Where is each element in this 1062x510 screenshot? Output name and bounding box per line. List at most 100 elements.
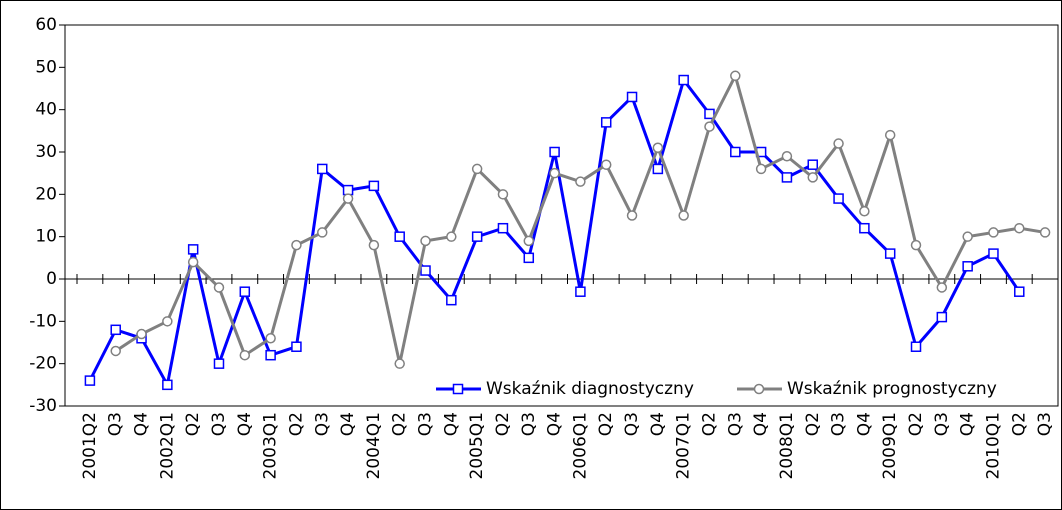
- marker: [471, 163, 483, 175]
- x-tick-label: Q2: [596, 412, 616, 436]
- x-tick-label: Q4: [235, 412, 255, 436]
- marker: [446, 294, 457, 306]
- marker: [988, 248, 999, 259]
- marker: [84, 375, 96, 386]
- x-tick-label: Q3: [622, 412, 642, 436]
- x-tick-label: Q4: [958, 412, 978, 436]
- marker: [652, 163, 664, 175]
- marker: [394, 358, 405, 369]
- x-tick-label: 2004Q1: [364, 412, 384, 479]
- x-tick-label: Q3: [829, 412, 849, 436]
- marker: [730, 146, 741, 158]
- x-tick-label: Q4: [648, 412, 668, 436]
- marker: [291, 239, 302, 251]
- marker: [162, 316, 173, 327]
- x-tick-label: Q3: [106, 412, 126, 436]
- x-tick-label: Q2: [183, 412, 203, 436]
- x-tick-label: Q3: [312, 412, 332, 436]
- y-tick-label: 50: [35, 57, 57, 77]
- y-tick-label: 60: [35, 15, 57, 35]
- marker: [1039, 227, 1051, 238]
- legend-label: Wskaźnik diagnostyczny: [486, 379, 694, 399]
- x-tick-label: Q4: [338, 412, 358, 436]
- x-tick-label: Q3: [1035, 412, 1055, 436]
- marker: [213, 358, 225, 369]
- marker: [575, 176, 586, 187]
- marker: [523, 252, 535, 264]
- marker: [626, 91, 638, 103]
- marker: [833, 193, 844, 204]
- y-tick-label: -20: [29, 354, 57, 374]
- marker: [317, 227, 328, 238]
- x-tick-label: 2008Q1: [777, 412, 797, 479]
- x-tick-label: 2006Q1: [570, 412, 590, 479]
- x-tick-label: Q3: [932, 412, 952, 436]
- x-tick-label: Q4: [751, 412, 771, 436]
- marker: [452, 383, 464, 395]
- marker: [652, 142, 664, 154]
- marker: [162, 379, 173, 391]
- marker: [884, 129, 896, 141]
- marker: [394, 231, 405, 242]
- x-tick-label: 2010Q1: [983, 412, 1003, 479]
- x-tick-label: 2007Q1: [674, 412, 694, 479]
- x-tick-label: Q2: [803, 412, 823, 436]
- marker: [910, 341, 922, 352]
- marker: [342, 184, 354, 196]
- legend-label: Wskaźnik prognostyczny: [787, 379, 997, 399]
- marker: [678, 74, 689, 86]
- marker: [265, 333, 276, 344]
- x-tick-label: Q2: [286, 412, 306, 436]
- marker: [523, 235, 535, 247]
- marker: [704, 121, 715, 132]
- y-tick-label: 40: [35, 100, 57, 120]
- marker: [988, 227, 999, 238]
- marker: [497, 222, 509, 234]
- marker: [1014, 286, 1025, 297]
- marker: [549, 167, 560, 179]
- marker: [962, 231, 973, 242]
- marker: [730, 70, 741, 82]
- marker: [859, 222, 870, 234]
- x-tick-label: 2009Q1: [880, 412, 900, 479]
- marker: [753, 383, 765, 395]
- marker: [936, 311, 948, 323]
- x-tick-label: Q3: [519, 412, 539, 436]
- marker: [575, 286, 586, 297]
- marker: [110, 324, 121, 336]
- marker: [833, 138, 844, 149]
- marker: [368, 239, 380, 251]
- x-tick-label: Q4: [441, 412, 461, 436]
- marker: [420, 235, 431, 247]
- y-tick-label: 20: [35, 184, 57, 204]
- marker: [187, 244, 199, 255]
- marker: [213, 282, 225, 293]
- marker: [420, 265, 431, 276]
- x-tick-label: 2001Q2: [80, 412, 100, 479]
- x-tick-label: Q4: [545, 412, 565, 436]
- x-tick-label: Q4: [854, 412, 874, 436]
- x-tick-label: Q2: [390, 412, 410, 436]
- marker: [600, 159, 612, 170]
- marker: [497, 189, 509, 200]
- marker: [110, 345, 121, 357]
- marker: [884, 248, 896, 259]
- marker: [807, 159, 818, 170]
- marker: [342, 193, 354, 204]
- x-tick-label: Q2: [906, 412, 926, 436]
- marker: [239, 349, 251, 361]
- marker: [678, 210, 689, 221]
- x-tick-label: 2005Q1: [467, 412, 487, 479]
- marker: [962, 261, 973, 272]
- marker: [291, 341, 302, 352]
- y-tick-label: 0: [46, 269, 57, 289]
- y-tick-label: -10: [29, 311, 57, 331]
- marker: [704, 108, 715, 120]
- x-tick-label: Q3: [416, 412, 436, 436]
- marker: [781, 172, 793, 183]
- marker: [781, 150, 793, 162]
- x-tick-label: 2003Q1: [261, 412, 281, 479]
- marker: [446, 231, 457, 242]
- x-tick-label: Q3: [725, 412, 745, 436]
